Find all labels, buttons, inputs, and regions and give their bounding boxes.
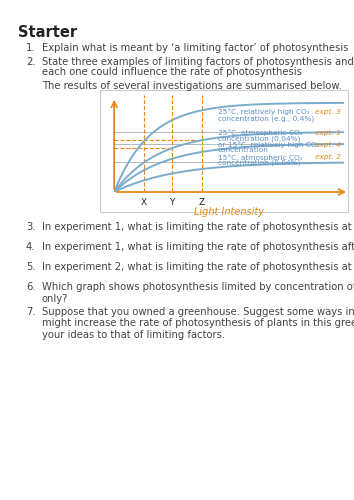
Text: 25°C, relatively high CO₂: 25°C, relatively high CO₂ — [218, 108, 309, 116]
Text: your ideas to that of limiting factors.: your ideas to that of limiting factors. — [42, 330, 225, 340]
Text: Explain what is meant by ‘a limiting factor’ of photosynthesis: Explain what is meant by ‘a limiting fac… — [42, 43, 348, 53]
Text: 2.: 2. — [26, 57, 36, 67]
Text: concentration (0.04%): concentration (0.04%) — [218, 160, 300, 166]
Text: Starter: Starter — [18, 25, 77, 40]
Text: In experiment 1, what is limiting the rate of photosynthesis after point Z?: In experiment 1, what is limiting the ra… — [42, 242, 354, 252]
Text: or 15°C, relatively high CO₂: or 15°C, relatively high CO₂ — [218, 142, 319, 148]
Text: 7.: 7. — [26, 307, 36, 317]
Text: 6.: 6. — [26, 282, 36, 292]
Text: Z: Z — [199, 198, 205, 207]
Text: expt. 3: expt. 3 — [315, 109, 341, 115]
Text: concentration (e.g., 0.4%): concentration (e.g., 0.4%) — [218, 116, 314, 122]
Text: 4.: 4. — [26, 242, 35, 252]
Text: X: X — [141, 198, 147, 207]
Text: concentration (0.04%): concentration (0.04%) — [218, 136, 300, 142]
Text: In experiment 1, what is limiting the rate of photosynthesis at point Y?: In experiment 1, what is limiting the ra… — [42, 222, 354, 232]
Text: concentration: concentration — [218, 148, 269, 154]
Text: each one could influence the rate of photosynthesis: each one could influence the rate of pho… — [42, 67, 302, 77]
Text: expt. 4: expt. 4 — [315, 142, 341, 148]
Text: 1.: 1. — [26, 43, 36, 53]
Text: 3.: 3. — [26, 222, 35, 232]
Text: might increase the rate of photosynthesis of plants in this greenhouse – link: might increase the rate of photosynthesi… — [42, 318, 354, 328]
Bar — [100, 90, 348, 212]
Text: 15°C, atmospheric CO₂: 15°C, atmospheric CO₂ — [218, 154, 302, 161]
Text: The results of several investigations are summarised below.: The results of several investigations ar… — [42, 81, 342, 91]
Text: expt. 2: expt. 2 — [315, 154, 341, 160]
Text: 5.: 5. — [26, 262, 36, 272]
Text: only?: only? — [42, 294, 68, 304]
Text: State three examples of limiting factors of photosynthesis and explain why: State three examples of limiting factors… — [42, 57, 354, 67]
Text: Which graph shows photosynthesis limited by concentration of carbon dioxide: Which graph shows photosynthesis limited… — [42, 282, 354, 292]
Text: Suppose that you owned a greenhouse. Suggest some ways in which you: Suppose that you owned a greenhouse. Sug… — [42, 307, 354, 317]
Text: expt. 1: expt. 1 — [315, 130, 341, 136]
Text: Y: Y — [169, 198, 175, 207]
Text: 25°C, atmospheric CO₂: 25°C, atmospheric CO₂ — [218, 129, 302, 136]
Text: Light Intensity: Light Intensity — [194, 206, 264, 216]
Text: In experiment 2, what is limiting the rate of photosynthesis at point Z?: In experiment 2, what is limiting the ra… — [42, 262, 354, 272]
